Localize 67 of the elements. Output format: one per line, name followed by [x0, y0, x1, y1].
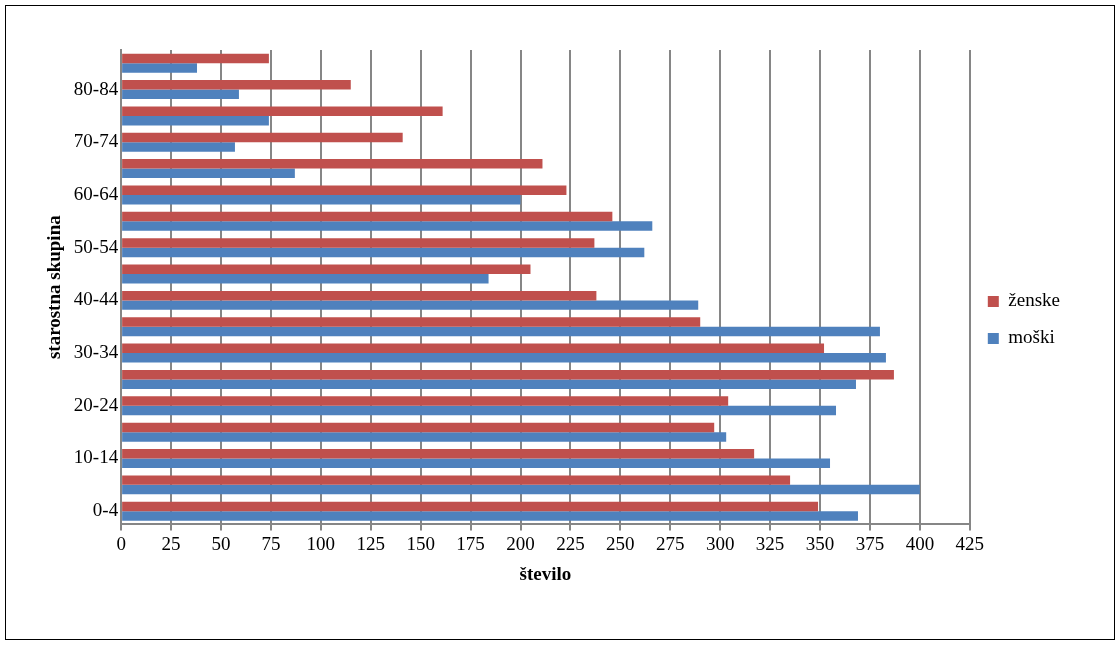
y-tick-label: 40-44 — [73, 288, 119, 310]
bar — [122, 115, 269, 126]
x-tick-label: 75 — [261, 532, 281, 554]
bar — [122, 317, 701, 327]
bar — [122, 53, 269, 64]
bar — [122, 238, 595, 248]
x-tick-label: 325 — [755, 532, 785, 554]
x-tick-label: 425 — [955, 532, 985, 554]
y-axis-title: starostna skupina — [43, 214, 65, 360]
bar — [122, 80, 351, 90]
y-tick-label: 80-84 — [73, 77, 119, 99]
x-tick-label: 375 — [855, 532, 885, 554]
y-tick-label: 0-4 — [92, 499, 119, 521]
x-tick-label: 225 — [556, 532, 585, 554]
bar — [122, 247, 645, 258]
bar — [122, 132, 403, 143]
x-tick-label: 175 — [456, 532, 485, 554]
bar — [122, 511, 858, 521]
bar — [122, 484, 920, 495]
x-tick-label: 350 — [805, 532, 835, 554]
bar — [122, 300, 699, 310]
y-tick-label: 30-34 — [73, 341, 119, 363]
bar — [122, 449, 755, 459]
bar — [122, 168, 295, 179]
bar — [122, 369, 894, 380]
bar — [122, 106, 443, 116]
bar — [122, 63, 198, 73]
bar — [122, 475, 791, 485]
x-tick-label: 400 — [905, 532, 935, 554]
bar — [122, 221, 653, 231]
bar — [122, 185, 567, 195]
bar — [122, 211, 613, 222]
bar — [122, 264, 531, 275]
bar — [122, 290, 597, 301]
x-tick-label: 275 — [656, 532, 685, 554]
x-tick-label: 200 — [506, 532, 535, 554]
bar — [122, 274, 489, 284]
bar — [122, 432, 727, 442]
bar — [122, 326, 880, 337]
bar — [122, 405, 837, 416]
x-tick-label: 0 — [116, 532, 126, 554]
bar — [122, 501, 819, 512]
legend-label: moški — [1008, 326, 1055, 348]
x-axis-title: število — [519, 562, 572, 584]
bar — [122, 379, 856, 389]
x-tick-label: 250 — [606, 532, 635, 554]
bar — [122, 396, 729, 406]
bar — [122, 422, 715, 433]
bar — [122, 159, 543, 169]
y-tick-label: 20-24 — [73, 393, 119, 415]
bar — [122, 142, 235, 152]
x-tick-label: 300 — [705, 532, 735, 554]
bar — [122, 458, 831, 468]
x-tick-label: 150 — [406, 532, 435, 554]
bar — [122, 343, 825, 354]
y-tick-label: 70-74 — [73, 130, 119, 152]
bar — [122, 194, 521, 205]
y-tick-label: 60-64 — [73, 182, 119, 204]
bar — [122, 353, 886, 363]
bar — [122, 89, 239, 100]
x-tick-label: 100 — [306, 532, 336, 554]
x-tick-label: 50 — [211, 532, 231, 554]
y-tick-label: 10-14 — [73, 446, 119, 468]
legend-label: ženske — [1008, 289, 1061, 311]
x-tick-label: 125 — [356, 532, 385, 554]
y-tick-label: 50-54 — [73, 235, 119, 257]
x-tick-label: 25 — [161, 532, 181, 554]
